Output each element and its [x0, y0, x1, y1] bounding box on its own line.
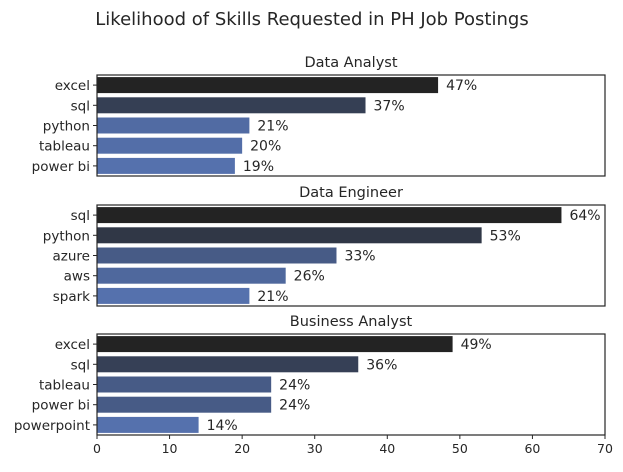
y-tick-label: tableau	[39, 378, 90, 394]
panel-2: Business Analyst excel 49% sql 36% tableau 24%…	[14, 314, 606, 436]
x-tick-label: 0	[93, 441, 101, 456]
x-tick-label: 60	[524, 441, 540, 456]
bar	[97, 267, 286, 284]
panel-frame	[96, 74, 606, 177]
bar	[97, 416, 199, 433]
y-tick-label: power bi	[32, 398, 90, 414]
bar	[97, 336, 453, 353]
data-label: 21%	[257, 119, 288, 135]
data-label: 21%	[257, 289, 288, 305]
y-tick-label: excel	[55, 337, 90, 353]
y-tick-label: azure	[53, 249, 90, 265]
bar	[97, 247, 337, 264]
x-tick-label: 70	[597, 441, 613, 456]
bar	[97, 396, 272, 413]
x-tick-label: 10	[162, 441, 178, 456]
bar	[97, 287, 250, 304]
bar	[97, 227, 482, 244]
panel-frame	[96, 204, 606, 307]
data-label: 47%	[446, 78, 477, 94]
data-label: 37%	[374, 98, 405, 114]
bar	[97, 137, 243, 154]
y-tick-label: excel	[55, 78, 90, 94]
data-label: 14%	[207, 418, 238, 434]
panel-title: Data Analyst	[304, 55, 397, 71]
x-tick-label: 50	[452, 441, 468, 456]
panel-title: Data Engineer	[299, 185, 403, 201]
data-label: 26%	[294, 269, 325, 285]
panels: Data Analyst excel 47% sql 37% python 21% table…	[14, 55, 606, 436]
data-label: 33%	[344, 249, 375, 265]
y-tick-label: sql	[71, 357, 90, 373]
bar	[97, 376, 272, 393]
bar	[97, 157, 235, 174]
y-tick-label: tableau	[39, 139, 90, 155]
chart-title: Likelihood of Skills Requested in PH Job…	[95, 9, 528, 30]
y-tick-label: sql	[71, 208, 90, 224]
x-axis: 0 10 20 30 40 50 60 70	[93, 435, 613, 456]
y-tick-label: python	[43, 119, 90, 135]
bar	[97, 117, 250, 134]
bar	[97, 356, 359, 373]
data-label: 19%	[243, 159, 274, 175]
data-label: 24%	[279, 378, 310, 394]
panel-frame	[96, 333, 606, 436]
bar	[97, 77, 439, 94]
data-label: 24%	[279, 398, 310, 414]
x-tick-label: 30	[307, 441, 323, 456]
y-tick-label: power bi	[32, 159, 90, 175]
data-label: 53%	[490, 228, 521, 244]
y-tick-label: aws	[64, 269, 90, 285]
x-tick-label: 40	[379, 441, 395, 456]
x-tick-label: 20	[234, 441, 250, 456]
y-tick-label: sql	[71, 98, 90, 114]
y-tick-label: spark	[53, 289, 90, 305]
y-tick-label: python	[43, 228, 90, 244]
panel-0: Data Analyst excel 47% sql 37% python 21% table…	[32, 55, 606, 177]
bar	[97, 207, 562, 224]
data-label: 20%	[250, 139, 281, 155]
y-tick-label: powerpoint	[14, 418, 90, 434]
data-label: 64%	[569, 208, 600, 224]
panel-1: Data Engineer sql 64% python 53% azure 33% aws 2…	[43, 185, 606, 307]
bar	[97, 97, 366, 114]
data-label: 49%	[461, 337, 492, 353]
data-label: 36%	[366, 357, 397, 373]
panel-title: Business Analyst	[290, 314, 413, 330]
